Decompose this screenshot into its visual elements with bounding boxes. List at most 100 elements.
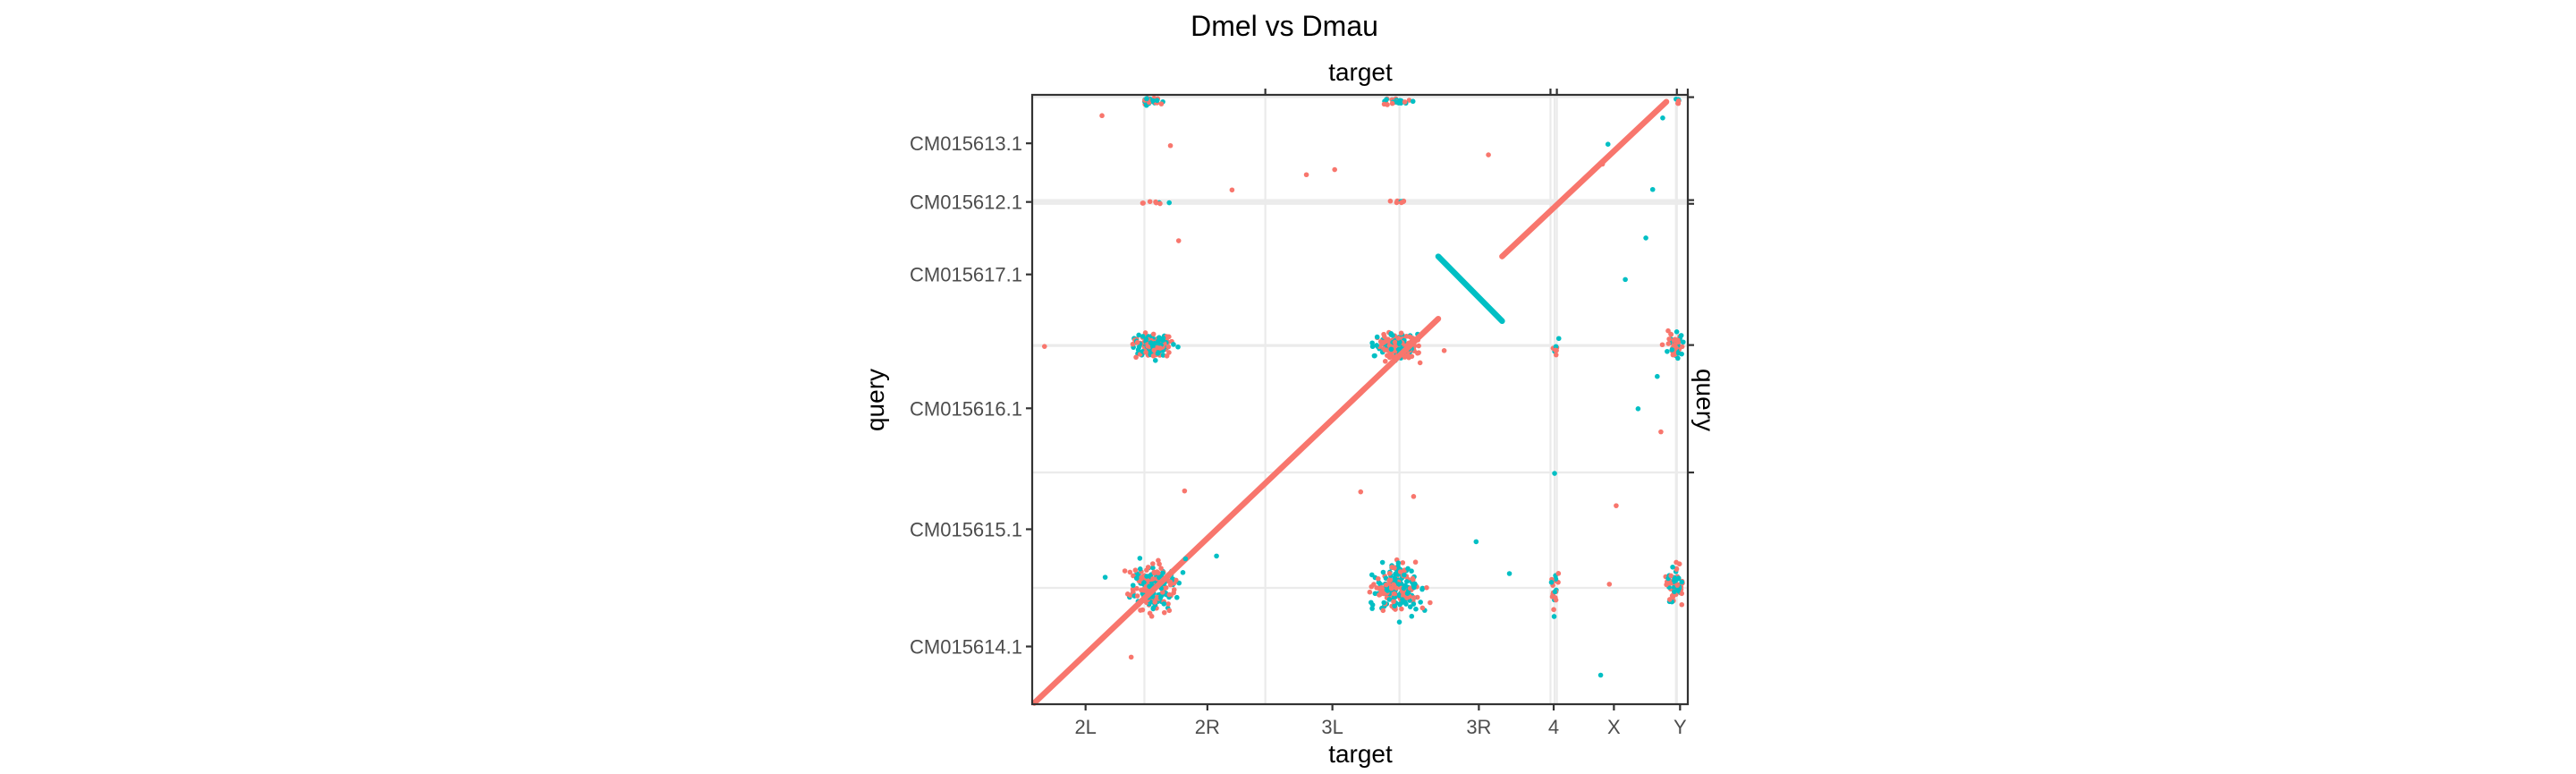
cluster-point — [1381, 600, 1387, 606]
cluster-point — [1392, 565, 1397, 571]
cluster-point — [1147, 610, 1153, 617]
data-point — [1473, 539, 1479, 545]
cluster-point — [1151, 570, 1157, 576]
cluster-point — [1175, 344, 1181, 350]
x-tick-label: 3R — [1466, 716, 1491, 738]
cluster-point — [1180, 569, 1186, 575]
cluster-point — [1377, 339, 1384, 344]
cluster-point — [1376, 575, 1381, 582]
cluster-point — [1419, 586, 1425, 592]
data-point — [1655, 373, 1660, 379]
cluster-point — [1555, 571, 1562, 576]
cluster-point — [1165, 601, 1171, 607]
data-point — [1599, 161, 1606, 167]
cluster-point — [1392, 339, 1398, 345]
data-point — [1551, 614, 1557, 619]
cluster-point — [1397, 569, 1403, 574]
cluster-point — [1161, 609, 1167, 616]
cluster-point — [1672, 589, 1677, 594]
cluster-point — [1407, 585, 1413, 591]
cluster-point — [1394, 200, 1400, 206]
cluster-point — [1382, 334, 1387, 340]
cluster-point — [1679, 601, 1685, 608]
cluster-point — [1146, 99, 1152, 106]
cluster-point — [1144, 96, 1149, 102]
cluster-point — [1665, 348, 1670, 354]
cluster-point — [1150, 353, 1157, 359]
cluster-point — [1674, 329, 1680, 335]
alignment-segment — [1435, 253, 1505, 325]
cluster-point — [1410, 98, 1416, 105]
cluster-point — [1166, 608, 1173, 614]
cluster-point — [1411, 577, 1416, 583]
cluster-point — [1157, 561, 1162, 567]
cluster-point — [1388, 585, 1394, 591]
cluster-point — [1380, 608, 1386, 614]
cluster-point — [1147, 199, 1153, 205]
y-axis-title: query — [861, 369, 889, 431]
data-point — [1548, 580, 1555, 585]
cluster-point — [1555, 336, 1562, 342]
cluster-point — [1670, 352, 1676, 358]
cluster-point — [1395, 582, 1402, 587]
cluster-point — [1404, 579, 1410, 584]
cluster-point — [1157, 200, 1163, 207]
data-point — [1649, 186, 1656, 192]
cluster-point — [1428, 600, 1433, 606]
data-point — [1358, 489, 1364, 495]
cluster-point — [1424, 584, 1429, 591]
y-tick-label: CM015616.1 — [910, 397, 1022, 420]
data-point — [1606, 582, 1613, 587]
data-point — [1182, 488, 1188, 494]
cluster-point — [1166, 200, 1173, 206]
data-point — [1660, 115, 1665, 121]
cluster-point — [1391, 594, 1397, 600]
data-point — [1658, 429, 1664, 435]
cluster-point — [1385, 102, 1390, 107]
cluster-point — [1397, 339, 1402, 345]
cluster-point — [1664, 582, 1669, 588]
cluster-point — [1406, 354, 1411, 361]
cluster-point — [1384, 582, 1389, 588]
cluster-point — [1401, 591, 1406, 597]
data-point — [1303, 172, 1309, 178]
cluster-point — [1552, 589, 1558, 595]
cluster-point — [1384, 97, 1389, 102]
cluster-point — [1371, 582, 1377, 587]
cluster-point — [1409, 568, 1414, 574]
cluster-point — [1393, 571, 1398, 577]
cluster-point — [1415, 350, 1420, 356]
data-point — [1411, 494, 1417, 499]
cluster-point — [1161, 601, 1167, 607]
cluster-point — [1143, 349, 1148, 355]
cluster-point — [1394, 585, 1399, 591]
cluster-point — [1412, 559, 1419, 566]
cluster-point — [1158, 101, 1165, 106]
cluster-point — [1674, 583, 1681, 588]
cluster-point — [1395, 336, 1402, 341]
cluster-point — [1670, 594, 1676, 600]
cluster-point — [1164, 353, 1170, 359]
cluster-point — [1402, 572, 1407, 578]
cluster-point — [1392, 603, 1397, 608]
cluster-point — [1388, 346, 1394, 353]
cluster-point — [1553, 352, 1559, 358]
cluster-point — [1142, 330, 1148, 336]
cluster-point — [1174, 577, 1179, 583]
cluster-point — [1398, 330, 1404, 336]
cluster-point — [1675, 355, 1681, 361]
data-point — [1332, 166, 1337, 173]
cluster-point — [1675, 100, 1681, 106]
data-point — [1605, 141, 1611, 148]
cluster-point — [1553, 344, 1559, 350]
x-tick-label: X — [1607, 716, 1621, 738]
data-point — [1623, 276, 1628, 283]
cluster-point — [1158, 566, 1164, 571]
cluster-point — [1668, 573, 1674, 579]
y-axis-right-title: query — [1691, 369, 1719, 431]
cluster-point — [1405, 566, 1411, 572]
cluster-point — [1398, 200, 1404, 206]
cluster-point — [1156, 338, 1161, 344]
x-axis-title: target — [1328, 740, 1393, 768]
cluster-point — [1131, 589, 1136, 595]
